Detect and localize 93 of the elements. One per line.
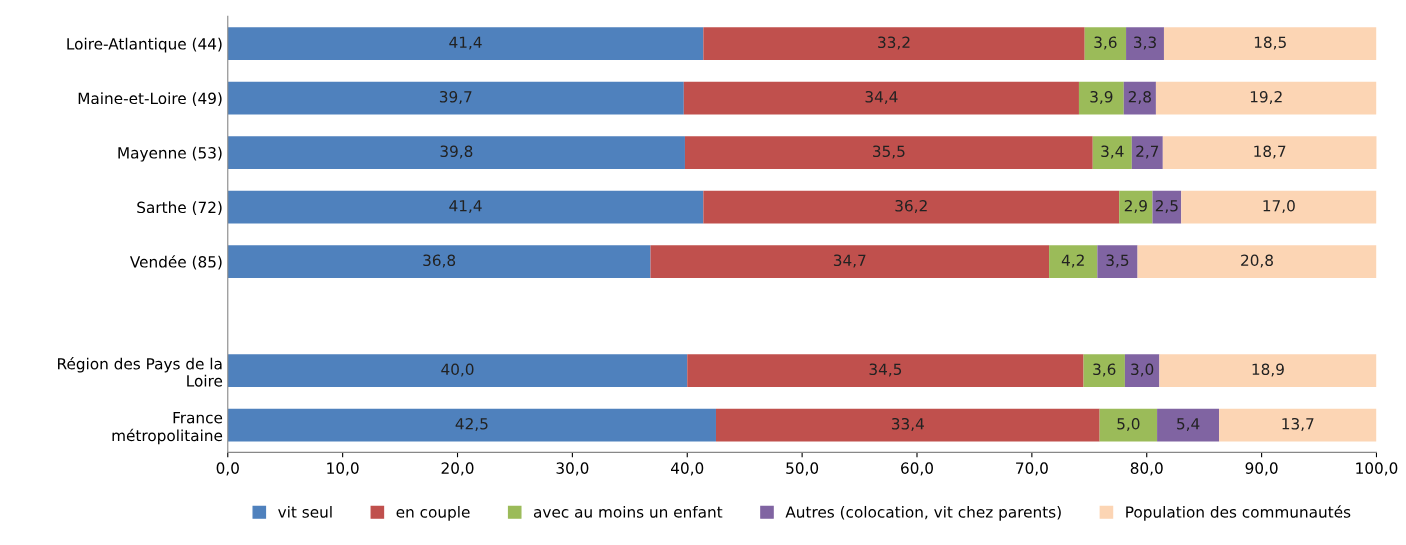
x-tick-label: 0,0 — [216, 462, 239, 476]
bar — [1083, 354, 1125, 387]
bar — [683, 81, 1079, 115]
x-tick-label: 40,0 — [670, 462, 704, 476]
data-label: 20,8 — [1241, 254, 1273, 268]
bar — [1119, 190, 1153, 224]
bar — [1126, 27, 1164, 60]
data-label: 3,3 — [1134, 36, 1156, 50]
data-label: 41,4 — [449, 200, 482, 214]
bar — [1097, 245, 1138, 278]
data-label: 5,0 — [1117, 417, 1140, 432]
data-label: 2,8 — [1128, 90, 1151, 105]
data-label: 18,5 — [1254, 36, 1286, 50]
bar — [703, 190, 1120, 224]
x-tick-label: 60,0 — [901, 462, 933, 476]
bar — [684, 136, 1093, 169]
y-tick-label: Vendée (85) — [129, 255, 222, 270]
data-label: 35,5 — [873, 145, 905, 159]
data-label: 3,0 — [1131, 363, 1154, 377]
bar — [227, 245, 651, 278]
bar — [1159, 354, 1377, 387]
data-label: 18,7 — [1254, 145, 1286, 159]
data-label: 3,6 — [1093, 363, 1116, 377]
data-label: 2,5 — [1155, 199, 1178, 214]
bar — [227, 136, 685, 169]
y-tick-label: Loire-Atlantique (44) — [67, 37, 222, 53]
data-label: 3,6 — [1094, 36, 1117, 50]
bar — [1163, 27, 1377, 60]
x-tick-label: 10,0 — [327, 462, 359, 476]
data-label: 4,2 — [1061, 254, 1084, 268]
x-tick-label: 80,0 — [1130, 462, 1163, 476]
data-label: 39,7 — [439, 90, 472, 105]
bar — [1131, 136, 1163, 169]
legend-label: avec au moins un enfant — [533, 505, 723, 518]
data-label: 3,5 — [1106, 254, 1129, 268]
data-label: 36,2 — [895, 199, 927, 214]
x-tick-label: 20,0 — [441, 462, 474, 476]
data-label: 42,5 — [455, 417, 488, 432]
bar — [1162, 136, 1377, 169]
data-label: 41,4 — [449, 36, 482, 50]
bar — [1152, 190, 1182, 224]
bar — [1099, 408, 1158, 442]
bar — [227, 27, 704, 60]
data-label: 2,9 — [1124, 199, 1147, 214]
data-label: 13,7 — [1282, 417, 1314, 432]
bar — [227, 190, 704, 224]
bar — [1219, 408, 1377, 442]
y-tick-label: Sarthe (72) — [137, 201, 222, 215]
bar — [1124, 354, 1160, 387]
bar — [227, 354, 688, 387]
bar — [687, 354, 1084, 387]
x-tick-label: 50,0 — [786, 462, 819, 476]
y-tick-label: Région des Pays de la Loire — [58, 357, 223, 387]
bar — [1092, 136, 1132, 169]
legend-label: vit seul — [278, 505, 332, 518]
data-label: 40,0 — [441, 363, 474, 377]
bar — [715, 408, 1100, 442]
data-label: 34,5 — [869, 363, 902, 377]
x-tick-label: 70,0 — [1016, 462, 1048, 476]
bar — [227, 408, 716, 442]
bar — [1137, 245, 1377, 278]
data-label: 34,4 — [865, 90, 898, 105]
data-label: 36,8 — [423, 254, 456, 268]
data-label: 17,0 — [1263, 199, 1295, 214]
legend-label: Population des communautés — [1126, 505, 1351, 521]
legend-label: Autres (colocation, vit chez parents) — [785, 505, 1061, 521]
data-label: 2,7 — [1136, 145, 1159, 159]
data-label: 5,4 — [1177, 418, 1200, 432]
bar — [1123, 81, 1156, 115]
bar — [1084, 27, 1127, 60]
bar — [1181, 190, 1377, 224]
data-label: 33,2 — [878, 36, 910, 50]
data-label: 34,7 — [833, 254, 866, 268]
data-label: 33,4 — [891, 417, 924, 432]
data-label: 19,2 — [1250, 90, 1282, 105]
data-label: 3,9 — [1090, 90, 1113, 105]
bar — [227, 81, 684, 115]
bar — [1078, 81, 1124, 115]
y-tick-label: Maine-et-Loire (49) — [78, 92, 222, 106]
legend-label: en couple — [396, 505, 470, 521]
data-label: 39,8 — [440, 145, 473, 159]
bar — [703, 27, 1085, 60]
data-label: 18,9 — [1252, 363, 1284, 377]
x-tick-label: 90,0 — [1245, 462, 1278, 476]
bar — [650, 245, 1050, 278]
data-label: 3,4 — [1101, 145, 1124, 159]
bar — [1157, 408, 1220, 442]
x-tick-label: 100,0 — [1356, 462, 1398, 476]
bar — [1155, 81, 1377, 115]
x-tick-label: 30,0 — [556, 462, 589, 476]
y-tick-label: France métropolitaine — [112, 412, 223, 445]
y-tick-label: Mayenne (53) — [118, 146, 222, 162]
bar — [1049, 245, 1098, 278]
